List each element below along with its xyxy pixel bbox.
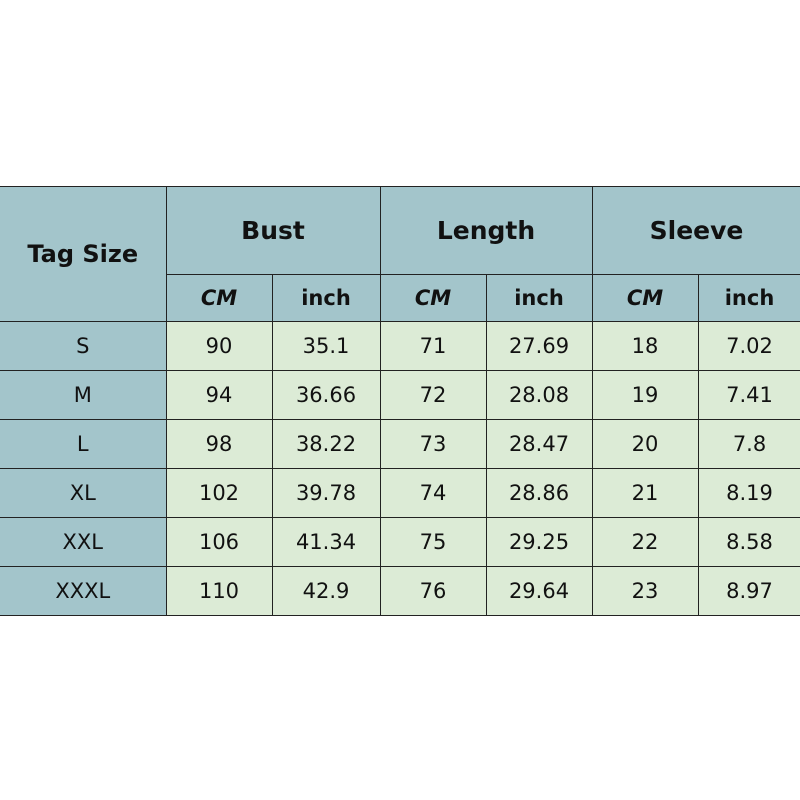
size-cell: M	[0, 370, 167, 420]
bust-header: Bust	[165, 186, 381, 275]
value-cell: 90	[165, 321, 273, 371]
value-cell: 38.22	[271, 419, 381, 469]
table-row: M 94 36.66 72 28.08 19 7.41	[0, 370, 800, 420]
unit-cm: CM	[379, 274, 487, 322]
table-row: S 90 35.1 71 27.69 18 7.02	[0, 321, 800, 371]
value-cell: 71	[379, 321, 487, 371]
size-chart-table: Tag Size Bust Length Sleeve CM inch CM i…	[0, 186, 800, 616]
value-cell: 28.86	[485, 468, 593, 518]
value-cell: 21	[591, 468, 699, 518]
sleeve-header: Sleeve	[591, 186, 800, 275]
unit-cm: CM	[591, 274, 699, 322]
value-cell: 20	[591, 419, 699, 469]
value-cell: 75	[379, 517, 487, 567]
table-row: XXXL 110 42.9 76 29.64 23 8.97	[0, 566, 800, 616]
unit-row: CM inch CM inch CM inch	[0, 274, 800, 322]
value-cell: 23	[591, 566, 699, 616]
size-cell: S	[0, 321, 167, 371]
value-cell: 28.08	[485, 370, 593, 420]
value-cell: 102	[165, 468, 273, 518]
value-cell: 28.47	[485, 419, 593, 469]
value-cell: 73	[379, 419, 487, 469]
table-row: L 98 38.22 73 28.47 20 7.8	[0, 419, 800, 469]
unit-inch: inch	[271, 274, 381, 322]
value-cell: 22	[591, 517, 699, 567]
value-cell: 39.78	[271, 468, 381, 518]
value-cell: 41.34	[271, 517, 381, 567]
table-row: XXL 106 41.34 75 29.25 22 8.58	[0, 517, 800, 567]
value-cell: 94	[165, 370, 273, 420]
value-cell: 106	[165, 517, 273, 567]
value-cell: 98	[165, 419, 273, 469]
unit-inch: inch	[697, 274, 800, 322]
value-cell: 7.8	[697, 419, 800, 469]
value-cell: 19	[591, 370, 699, 420]
value-cell: 29.64	[485, 566, 593, 616]
length-header: Length	[379, 186, 593, 275]
value-cell: 35.1	[271, 321, 381, 371]
header-row: Tag Size Bust Length Sleeve	[0, 186, 800, 322]
value-cell: 8.58	[697, 517, 800, 567]
tag-size-header: Tag Size	[0, 186, 167, 322]
value-cell: 110	[165, 566, 273, 616]
size-cell: XXL	[0, 517, 167, 567]
size-cell: XL	[0, 468, 167, 518]
value-cell: 72	[379, 370, 487, 420]
value-cell: 8.97	[697, 566, 800, 616]
value-cell: 29.25	[485, 517, 593, 567]
value-cell: 7.41	[697, 370, 800, 420]
value-cell: 27.69	[485, 321, 593, 371]
value-cell: 42.9	[271, 566, 381, 616]
value-cell: 74	[379, 468, 487, 518]
value-cell: 18	[591, 321, 699, 371]
unit-inch: inch	[485, 274, 593, 322]
value-cell: 36.66	[271, 370, 381, 420]
value-cell: 76	[379, 566, 487, 616]
unit-cm: CM	[166, 274, 273, 322]
table-row: XL 102 39.78 74 28.86 21 8.19	[0, 468, 800, 518]
size-cell: L	[0, 419, 167, 469]
size-cell: XXXL	[0, 566, 167, 616]
value-cell: 8.19	[697, 468, 800, 518]
value-cell: 7.02	[697, 321, 800, 371]
